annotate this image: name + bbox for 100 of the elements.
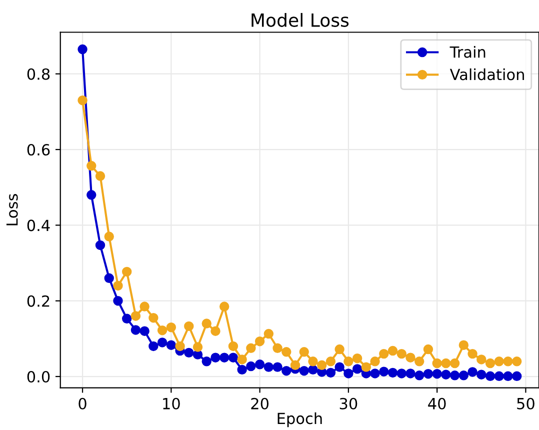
- legend-label: Validation: [450, 68, 524, 80]
- point: [78, 44, 88, 54]
- y-tick-label: 0.6: [27, 144, 50, 156]
- x-tick-label: 10: [163, 398, 180, 410]
- point: [379, 366, 389, 376]
- point: [388, 346, 398, 356]
- point: [157, 338, 168, 348]
- y-axis-title: Loss: [6, 194, 18, 226]
- point: [458, 340, 469, 350]
- point: [140, 326, 150, 336]
- point: [184, 348, 194, 358]
- point: [86, 160, 96, 171]
- point: [512, 356, 522, 366]
- point: [299, 347, 309, 357]
- point: [78, 95, 88, 106]
- point: [406, 368, 416, 378]
- point: [140, 302, 150, 312]
- point: [210, 352, 220, 362]
- point: [282, 366, 292, 376]
- point: [228, 352, 238, 362]
- point: [148, 313, 158, 323]
- point: [219, 352, 230, 362]
- point: [432, 358, 442, 368]
- point: [130, 325, 141, 335]
- y-tick-label: 0.2: [27, 295, 50, 307]
- legend-label: Train: [450, 46, 486, 58]
- x-axis-title: Epoch: [278, 412, 322, 428]
- point: [264, 362, 274, 372]
- point: [352, 353, 362, 364]
- point: [264, 328, 274, 339]
- point: [254, 360, 265, 370]
- point: [237, 354, 247, 364]
- point: [113, 296, 123, 306]
- point: [86, 190, 96, 200]
- point: [450, 370, 460, 380]
- y-tick-label: 0.4: [27, 220, 50, 232]
- point: [406, 352, 416, 362]
- y-tick-label: 0.8: [27, 68, 50, 80]
- point: [254, 336, 265, 346]
- point: [202, 356, 212, 366]
- chart-title: Model Loss: [252, 12, 349, 27]
- x-tick-label: 30: [340, 398, 358, 410]
- x-tick-label: 40: [428, 398, 446, 410]
- point: [237, 364, 247, 375]
- point: [458, 370, 469, 380]
- point: [166, 322, 176, 332]
- point: [450, 358, 460, 368]
- point: [396, 368, 406, 378]
- point: [326, 368, 336, 378]
- point: [282, 347, 292, 357]
- point: [272, 343, 282, 353]
- point: [494, 371, 504, 381]
- x-tick-label: 0: [78, 398, 86, 410]
- point: [441, 358, 451, 368]
- point: [344, 368, 354, 378]
- point: [414, 356, 424, 366]
- point: [166, 340, 176, 350]
- point: [396, 348, 406, 359]
- point: [246, 343, 256, 353]
- point: [148, 341, 158, 352]
- point: [308, 356, 318, 366]
- point: [95, 171, 106, 181]
- point: [219, 302, 230, 312]
- point: [326, 356, 336, 366]
- point: [246, 361, 256, 372]
- point: [344, 356, 354, 366]
- point: [334, 344, 344, 354]
- point: [485, 358, 496, 368]
- point: [361, 362, 372, 372]
- point: [512, 371, 522, 381]
- point: [388, 368, 398, 378]
- point: [423, 369, 434, 379]
- point: [175, 341, 185, 352]
- point: [290, 360, 300, 370]
- y-tick-label: 0.0: [27, 370, 50, 383]
- point: [95, 240, 106, 250]
- point: [104, 273, 114, 284]
- point: [352, 364, 362, 374]
- point: [308, 364, 318, 375]
- point: [228, 341, 238, 352]
- point: [468, 367, 478, 377]
- point: [272, 362, 282, 372]
- point: [414, 370, 424, 380]
- point: [370, 356, 380, 366]
- point: [432, 369, 442, 379]
- point: [334, 362, 344, 372]
- point: [503, 371, 513, 381]
- point: [476, 370, 486, 380]
- point: [122, 314, 132, 324]
- point: [494, 356, 504, 366]
- point: [202, 318, 212, 328]
- point: [379, 348, 389, 359]
- point: [184, 321, 194, 332]
- x-tick-label: 20: [251, 398, 269, 410]
- point: [468, 348, 478, 359]
- point: [441, 370, 451, 380]
- point: [130, 311, 141, 321]
- point: [113, 280, 123, 291]
- point: [104, 232, 114, 242]
- point: [476, 354, 486, 364]
